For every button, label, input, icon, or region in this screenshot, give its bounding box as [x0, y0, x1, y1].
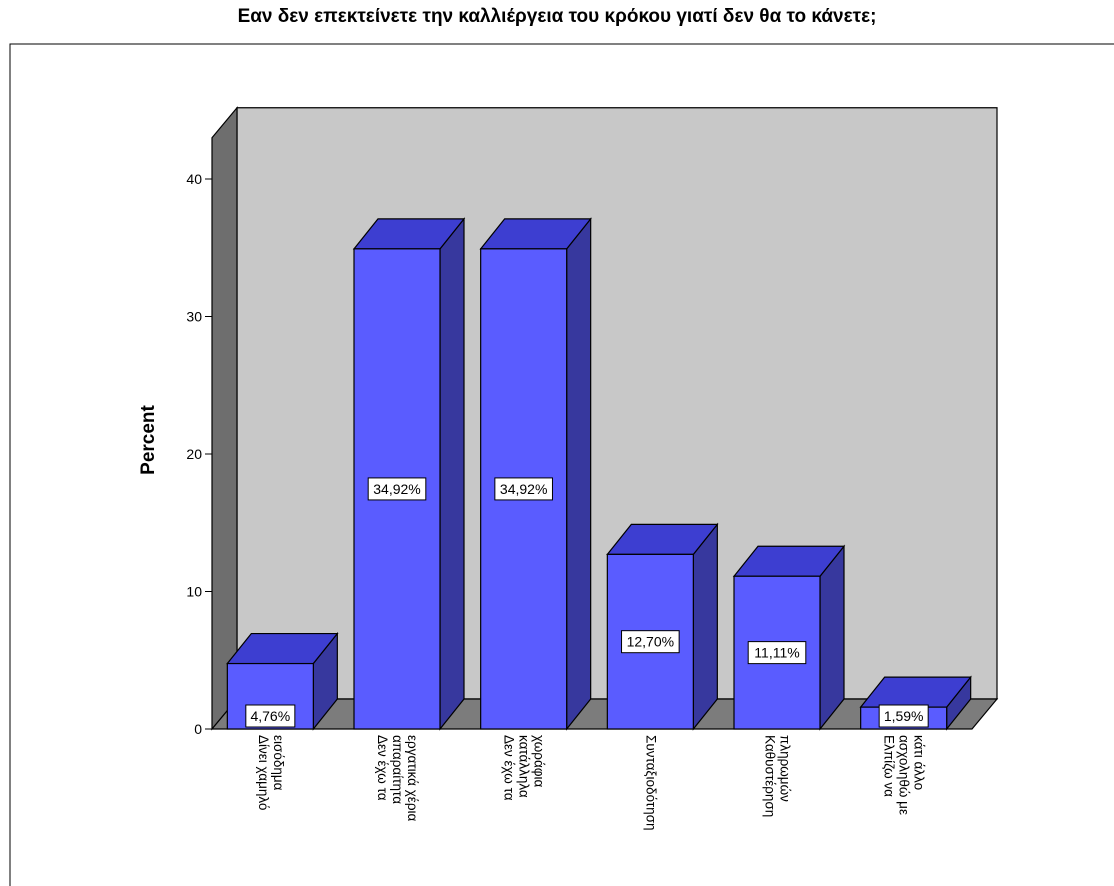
- svg-text:απαραίτητα: απαραίτητα: [390, 735, 405, 804]
- bar: [732, 544, 846, 731]
- side-wall: [211, 106, 238, 731]
- category-label: Ελπίζω να ασχοληθώ με κάτι άλλο: [882, 735, 927, 815]
- bar-side: [819, 544, 845, 731]
- svg-text:Δεν έχω τα: Δεν έχω τα: [502, 735, 517, 801]
- svg-text:Ελπίζω να: Ελπίζω να: [882, 735, 897, 797]
- data-label: 12,70%: [621, 630, 680, 654]
- y-axis-label: Percent: [138, 404, 159, 474]
- y-tick-label: 40: [186, 171, 202, 187]
- chart-title: Εαν δεν επεκτείνετε την καλλιέργεια του …: [237, 6, 877, 27]
- category-label: Συνταξιοδότηση: [643, 735, 658, 831]
- data-labels: 4,76% 34,92% 34,92% 12,70% 11,11% 1,59%: [245, 477, 929, 728]
- svg-text:34,92%: 34,92%: [500, 481, 547, 497]
- bar-side: [692, 522, 718, 731]
- svg-text:εργατικά χέρια: εργατικά χέρια: [405, 735, 420, 822]
- category-label: Δεν έχω τα κατάλληλα χωράφια: [502, 735, 547, 801]
- svg-text:κατάλληλα: κατάλληλα: [517, 735, 532, 798]
- bar-side: [566, 217, 592, 731]
- y-axis: 0 10 20 30 40: [186, 171, 212, 737]
- svg-text:Δίνει χαμηλό: Δίνει χαμηλό: [256, 735, 271, 810]
- data-label: 4,76%: [245, 704, 296, 728]
- svg-text:1,59%: 1,59%: [884, 708, 924, 724]
- category-labels: Δίνει χαμηλό εισόδημα Δεν έχω τα απαραίτητα…: [256, 735, 927, 831]
- bar: [479, 217, 592, 731]
- data-label: 11,11%: [747, 641, 807, 665]
- svg-text:12,70%: 12,70%: [627, 634, 674, 650]
- svg-text:Δεν έχω τα: Δεν έχω τα: [375, 735, 390, 801]
- svg-text:ασχοληθώ με: ασχοληθώ με: [897, 735, 912, 815]
- svg-text:Συνταξιοδότηση: Συνταξιοδότηση: [643, 735, 658, 831]
- svg-text:Καθυστέρηση: Καθυστέρηση: [763, 735, 778, 817]
- data-label: 34,92%: [494, 477, 553, 501]
- y-tick-label: 20: [186, 446, 202, 462]
- data-label: 1,59%: [878, 704, 929, 728]
- svg-text:4,76%: 4,76%: [250, 708, 290, 724]
- svg-text:34,92%: 34,92%: [373, 481, 420, 497]
- svg-text:εισόδημα: εισόδημα: [271, 735, 286, 791]
- data-label: 34,92%: [367, 477, 427, 501]
- category-label: Δίνει χαμηλό εισόδημα: [256, 735, 286, 810]
- svg-text:χωράφια: χωράφια: [532, 735, 547, 788]
- y-tick-label: 30: [186, 309, 202, 325]
- svg-text:κάτι άλλο: κάτι άλλο: [912, 735, 927, 790]
- svg-text:11,11%: 11,11%: [754, 645, 799, 661]
- category-label: Καθυστέρηση πληρωμών: [763, 735, 793, 817]
- y-tick-label: 10: [186, 584, 202, 600]
- bar: [606, 522, 719, 731]
- svg-text:πληρωμών: πληρωμών: [778, 735, 793, 802]
- bar: [352, 217, 466, 731]
- bar-side: [439, 217, 465, 731]
- y-tick-label: 0: [194, 721, 202, 737]
- category-label: Δεν έχω τα απαραίτητα εργατικά χέρια: [375, 735, 420, 822]
